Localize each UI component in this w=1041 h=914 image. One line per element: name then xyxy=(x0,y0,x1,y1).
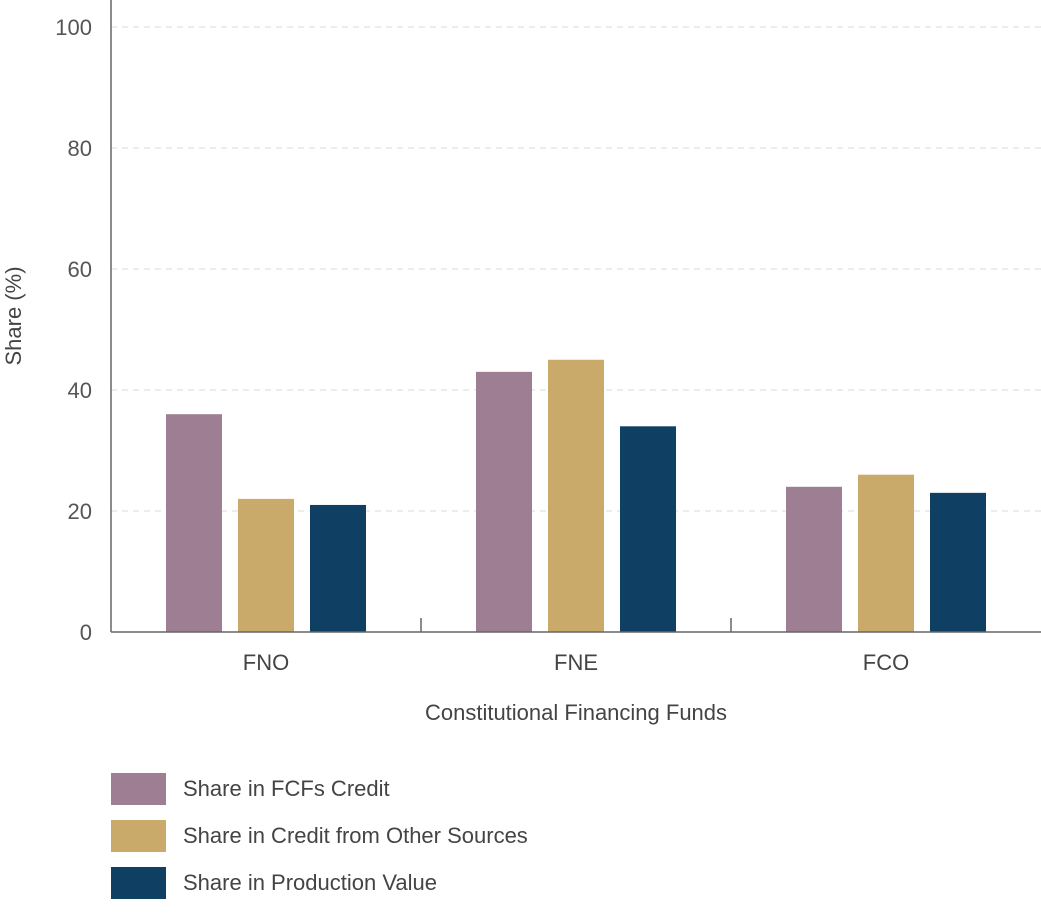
legend-item: Share in Production Value xyxy=(111,867,528,899)
x-tick-label: FCO xyxy=(863,650,909,675)
x-tick-label: FNE xyxy=(554,650,598,675)
y-tick-label: 80 xyxy=(68,136,92,161)
y-tick-label: 100 xyxy=(55,15,92,40)
legend-label: Share in Production Value xyxy=(183,870,437,895)
legend-label: Share in FCFs Credit xyxy=(183,776,390,801)
bar xyxy=(930,492,986,632)
legend: Share in FCFs Credit Share in Credit fro… xyxy=(111,773,528,914)
bar xyxy=(238,498,294,632)
bar xyxy=(786,486,842,632)
legend-label: Share in Credit from Other Sources xyxy=(183,823,528,848)
y-tick-label: 20 xyxy=(68,499,92,524)
bar-chart: 0 20 40 60 80 100 FNO FNE FCO Share (%) Constit… xyxy=(1,0,1041,725)
bar xyxy=(166,414,222,632)
bars xyxy=(166,359,986,632)
bar xyxy=(548,359,604,632)
x-axis-ticks: FNO FNE FCO xyxy=(243,618,909,675)
legend-swatch xyxy=(111,867,166,899)
legend-swatch xyxy=(111,773,166,805)
bar xyxy=(476,371,532,632)
x-axis-title: Constitutional Financing Funds xyxy=(425,700,727,725)
bar xyxy=(620,426,676,632)
y-axis-ticks: 0 20 40 60 80 100 xyxy=(55,15,92,645)
y-tick-label: 0 xyxy=(80,620,92,645)
bar xyxy=(310,504,366,632)
x-tick-label: FNO xyxy=(243,650,289,675)
y-axis-title: Share (%) xyxy=(1,266,26,365)
legend-swatch xyxy=(111,820,166,852)
bar xyxy=(858,474,914,632)
y-tick-label: 60 xyxy=(68,257,92,282)
y-tick-label: 40 xyxy=(68,378,92,403)
legend-item: Share in FCFs Credit xyxy=(111,773,528,805)
legend-item: Share in Credit from Other Sources xyxy=(111,820,528,852)
